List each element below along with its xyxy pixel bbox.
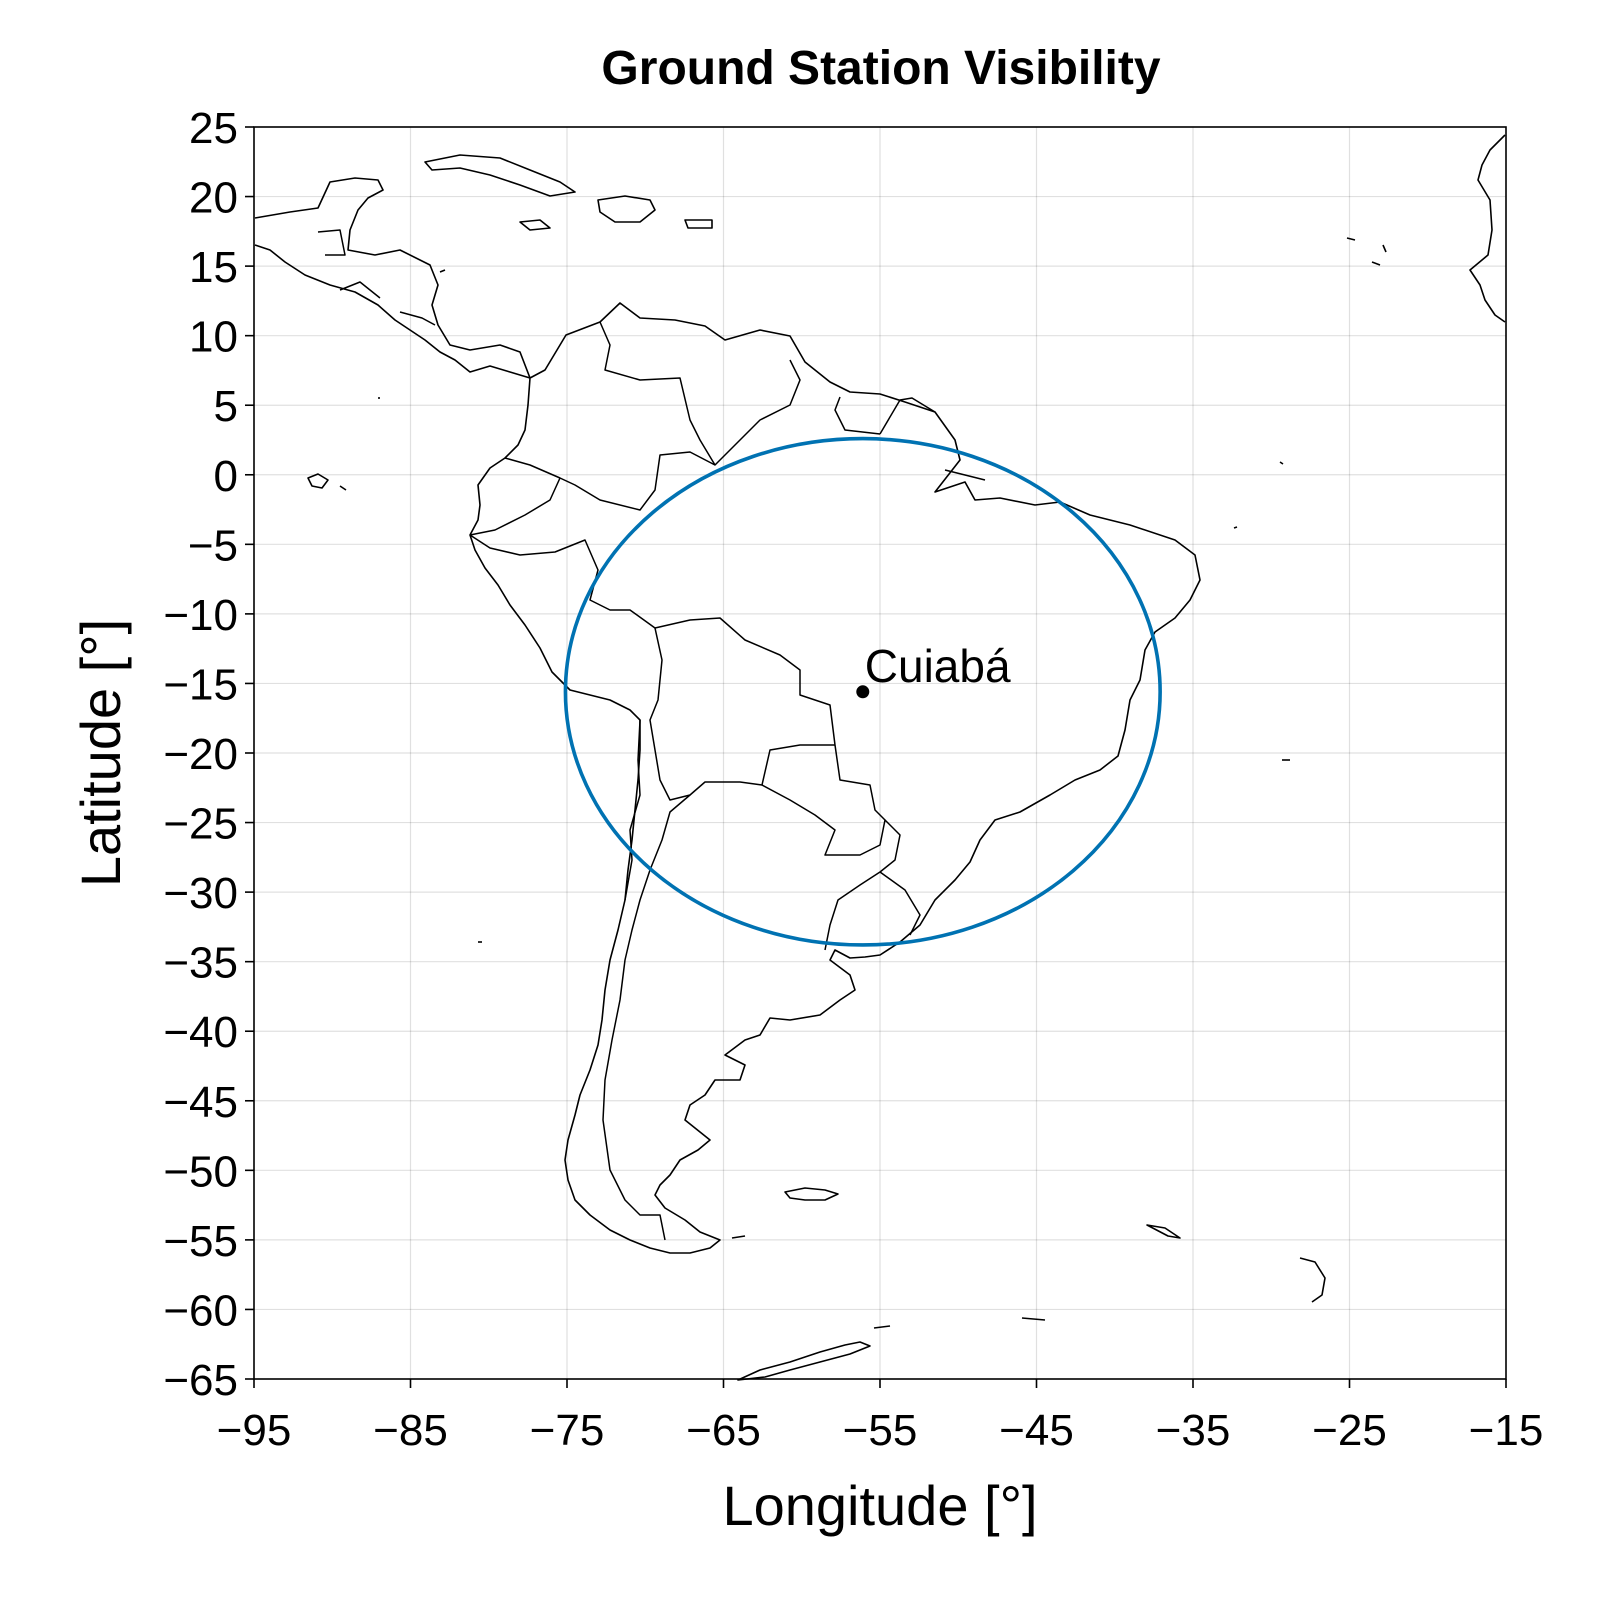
y-tick-label: 0 [214,452,238,501]
y-tick-label: 25 [189,104,238,153]
visibility-layer [563,436,1162,947]
station-marker [856,685,870,699]
south-georgia-coastline [1146,1224,1181,1239]
x-tick-label: −75 [530,1406,605,1455]
jamaica-coastline [519,219,551,231]
hispaniola-coastline [597,195,656,223]
visibility-circle [563,436,1162,947]
cuba-coastline [424,154,576,197]
antarctic-peninsula-coastline [737,1341,871,1381]
y-tick-label: −25 [163,800,238,849]
y-tick-label: −10 [163,591,238,640]
y-tick-label: −35 [163,939,238,988]
station-layer: Cuiabá [856,640,1011,699]
x-axis-ticks: −95 −85 −75 −65 −55 −45 −35 −25 −15 [217,1379,1544,1455]
small-islands [307,237,1387,1329]
y-axis-label: Latitude [°] [69,619,132,887]
y-tick-label: −20 [163,730,238,779]
y-tick-label: −65 [163,1356,238,1405]
south-america-coastline [469,302,1201,1254]
y-tick-label: 10 [189,313,238,362]
puerto-rico-coastline [684,219,713,229]
y-tick-label: 15 [189,243,238,292]
x-tick-label: −55 [843,1406,918,1455]
y-tick-label: −60 [163,1286,238,1335]
y-tick-label: −40 [163,1008,238,1057]
x-tick-label: −25 [1312,1406,1387,1455]
y-tick-label: −5 [188,521,238,570]
y-axis-ticks: 25 20 15 10 5 0 −5 −10 −15 −20 −25 −30 −35 −40 −45 −50 −… [163,104,254,1405]
falkland-islands-coastline [784,1187,839,1201]
central-america-coastline [254,177,531,379]
station-label: Cuiabá [865,640,1011,692]
x-axis-label: Longitude [°] [722,1474,1037,1537]
y-tick-label: −45 [163,1078,238,1127]
x-tick-label: −85 [373,1406,448,1455]
y-tick-label: 5 [214,382,238,431]
chart-title: Ground Station Visibility [601,42,1160,95]
x-tick-label: −45 [999,1406,1074,1455]
y-tick-label: 20 [189,174,238,223]
country-borders [317,229,986,1241]
grid [253,126,1507,1380]
x-tick-label: −35 [1156,1406,1231,1455]
y-tick-label: −15 [163,660,238,709]
y-tick-label: −50 [163,1147,238,1196]
x-tick-label: −95 [217,1406,292,1455]
y-tick-label: −30 [163,869,238,918]
x-tick-label: −65 [686,1406,761,1455]
x-tick-label: −15 [1469,1406,1544,1455]
west-africa-coastline [1469,134,1506,323]
land-outlines [254,134,1506,1381]
y-tick-label: −55 [163,1217,238,1266]
